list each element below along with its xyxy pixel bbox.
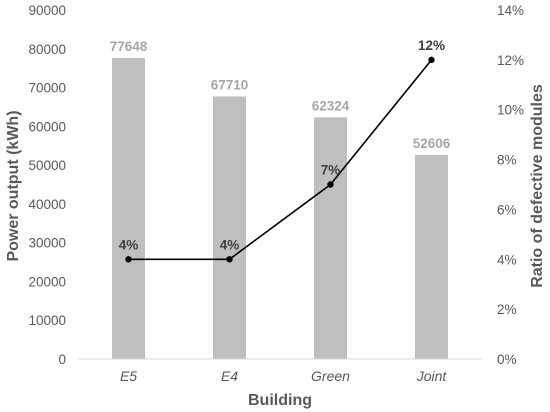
line-point xyxy=(428,56,435,64)
labels-layer: 77648 67710 62324 52606 4% 4% 7% 12% xyxy=(110,38,451,252)
bar-data-label: 62324 xyxy=(312,98,350,113)
y-tick-label: 50000 xyxy=(28,158,66,173)
x-tick-label: E4 xyxy=(221,368,238,384)
y-tick-label: 0 xyxy=(58,352,66,367)
x-tick-label: E5 xyxy=(120,368,137,384)
series-line xyxy=(128,59,433,261)
y-tick-label: 70000 xyxy=(28,81,66,96)
y2-tick-label: 10% xyxy=(497,103,524,118)
line-point xyxy=(125,256,132,263)
line-data-label: 12% xyxy=(418,38,445,53)
y2-axis-title: Ratio of defective modules xyxy=(529,84,546,288)
bar-data-label: 67710 xyxy=(211,77,249,92)
y2-tick-label: 14% xyxy=(497,3,524,18)
bar xyxy=(213,96,246,359)
y-axis-title: Power output (kWh) xyxy=(5,110,22,261)
x-tick-label: Green xyxy=(311,368,350,384)
x-axis-title: Building xyxy=(248,392,312,409)
axis-layer: 0 10000 20000 30000 40000 50000 60000 70000 8000… xyxy=(28,3,524,384)
line-data-label: 7% xyxy=(321,163,341,178)
y2-tick-label: 0% xyxy=(497,352,517,367)
line-layer xyxy=(125,56,435,263)
bars-layer xyxy=(112,57,448,359)
bar xyxy=(314,117,347,359)
bar xyxy=(112,57,145,359)
y2-tick-label: 6% xyxy=(497,202,517,217)
y-tick-label: 80000 xyxy=(28,42,66,57)
y-tick-label: 40000 xyxy=(28,197,66,212)
y2-tick-label: 4% xyxy=(497,252,517,267)
y-tick-label: 10000 xyxy=(28,313,66,328)
y2-tick-label: 12% xyxy=(497,53,524,68)
bar-data-label: 52606 xyxy=(413,136,451,151)
y-tick-label: 60000 xyxy=(28,119,66,134)
line-point xyxy=(226,256,233,263)
bar-data-label: 77648 xyxy=(110,39,148,54)
y2-tick-label: 8% xyxy=(497,153,517,168)
line-data-label: 4% xyxy=(119,237,139,252)
y-tick-label: 30000 xyxy=(28,236,66,251)
bar xyxy=(415,155,448,359)
x-tick-label: Joint xyxy=(416,368,448,384)
y-tick-label: 20000 xyxy=(28,274,66,289)
y2-tick-label: 2% xyxy=(497,302,517,317)
line-data-label: 4% xyxy=(220,237,240,252)
y-tick-label: 90000 xyxy=(28,3,66,18)
line-point xyxy=(327,181,334,188)
